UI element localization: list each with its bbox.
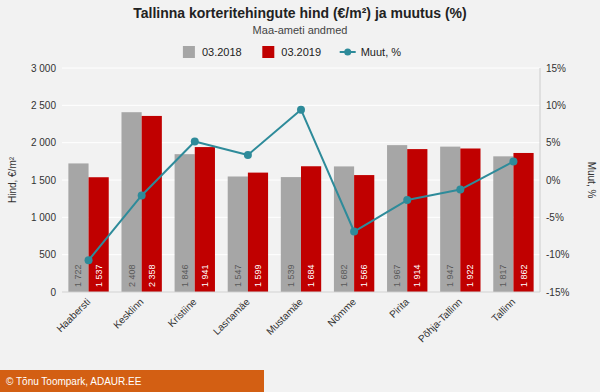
y2-axis-label: Muut, % xyxy=(586,162,597,199)
y-tick-label: 500 xyxy=(39,249,56,260)
copyright-strip xyxy=(0,370,264,392)
data-label: 1 922 xyxy=(465,264,475,287)
y-tick-label: 2 500 xyxy=(31,100,56,111)
grid-line xyxy=(62,292,540,293)
line-marker xyxy=(85,256,93,264)
legend-swatch xyxy=(344,49,351,56)
bar xyxy=(121,112,141,292)
data-label: 1 599 xyxy=(253,264,263,287)
data-label: 1 862 xyxy=(519,264,529,287)
x-tick-label: Kesklinn xyxy=(111,296,146,331)
legend-label: 03.2018 xyxy=(202,46,242,58)
data-label: 1 846 xyxy=(180,264,190,287)
x-tick-label: Mustamäe xyxy=(264,296,305,337)
bar xyxy=(175,154,195,292)
bar xyxy=(440,147,460,292)
legend-swatch xyxy=(262,46,274,58)
x-tick-label: Nõmme xyxy=(325,296,358,329)
line xyxy=(89,110,514,261)
y2-tick-label: -10% xyxy=(546,249,569,260)
data-label: 1 566 xyxy=(359,264,369,287)
data-label: 1 941 xyxy=(200,264,210,287)
data-label: 1 817 xyxy=(498,264,508,287)
data-label: 1 722 xyxy=(73,264,83,287)
data-label: 2 358 xyxy=(147,264,157,287)
line-marker xyxy=(509,157,517,165)
legend-swatch xyxy=(183,46,195,58)
copyright: © Tõnu Toompark, ADAUR.EE xyxy=(6,376,142,387)
y2-tick-label: -5% xyxy=(546,212,564,223)
x-tick-label: Tallinn xyxy=(490,296,518,324)
y-tick-label: 0 xyxy=(50,287,56,298)
bar xyxy=(407,149,427,292)
subtitle: Maa-ameti andmed xyxy=(253,24,348,36)
x-tick-label: Lasnamäe xyxy=(211,296,252,337)
data-label: 1 539 xyxy=(286,264,296,287)
x-axis-line xyxy=(62,292,540,293)
x-tick-label: Pirita xyxy=(387,296,411,320)
y2-tick-label: 5% xyxy=(546,137,561,148)
data-labels: 1 722 2 408 1 846 1 547 1 539 1 682 1 967 1 947… xyxy=(73,264,528,287)
bar xyxy=(228,176,248,292)
line-marker xyxy=(456,186,464,194)
title: Tallinna korteritehingute hind (€/m²) ja… xyxy=(133,5,466,21)
marks xyxy=(68,106,533,292)
legend-label: Muut, % xyxy=(361,46,402,58)
data-label: 1 682 xyxy=(339,264,349,287)
x-tick-label: Kristiine xyxy=(166,296,199,329)
y-tick-label: 1 500 xyxy=(31,175,56,186)
data-label: 1 914 xyxy=(412,264,422,287)
y2-tick-label: 10% xyxy=(546,100,566,111)
x-tick-label: Põhja-Tallinn xyxy=(416,296,464,344)
line-marker xyxy=(350,228,358,236)
bar xyxy=(301,166,321,292)
bar xyxy=(513,153,533,292)
data-label: 1 684 xyxy=(306,264,316,287)
y-tick-label: 3 000 xyxy=(31,63,56,74)
bar xyxy=(460,148,480,292)
y2-tick-label: 0% xyxy=(546,175,561,186)
x-tick-label: Haabersti xyxy=(54,296,92,334)
line-marker xyxy=(297,106,305,114)
line-marker xyxy=(244,151,252,159)
y-tick-label: 2 000 xyxy=(31,137,56,148)
y-tick-label: 1 000 xyxy=(31,212,56,223)
data-label: 1 547 xyxy=(233,264,243,287)
data-label: 2 408 xyxy=(127,264,137,287)
line-marker xyxy=(191,138,199,146)
legend: 03.2018 03.2019 Muut, % xyxy=(183,46,401,58)
bar xyxy=(195,147,215,292)
grid-line xyxy=(62,68,540,69)
bar xyxy=(142,116,162,292)
bar xyxy=(281,177,301,292)
background xyxy=(0,0,600,392)
bar xyxy=(248,173,268,292)
data-label: 1 967 xyxy=(392,264,402,287)
bar xyxy=(493,156,513,292)
line-marker xyxy=(403,196,411,204)
y2-tick-label: 15% xyxy=(546,63,566,74)
y2-axis-line xyxy=(540,68,541,292)
y-axis-label: Hind, €/m² xyxy=(7,156,18,203)
bar xyxy=(68,163,88,292)
bar xyxy=(89,177,109,292)
bar xyxy=(387,145,407,292)
data-label: 1 537 xyxy=(94,264,104,287)
data-label: 1 947 xyxy=(445,264,455,287)
line-marker xyxy=(138,191,146,199)
legend-label: 03.2019 xyxy=(281,46,321,58)
y2-tick-label: -15% xyxy=(546,287,569,298)
